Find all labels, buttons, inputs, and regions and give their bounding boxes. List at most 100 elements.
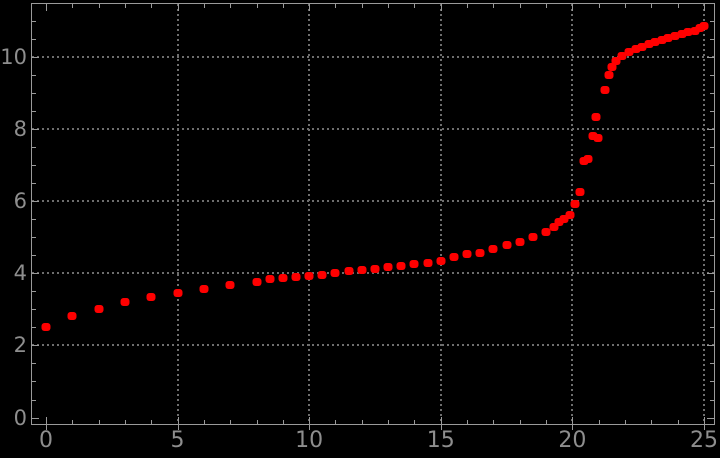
x-minor-tick	[282, 420, 284, 424]
data-point	[449, 253, 459, 262]
x-major-tick	[572, 417, 574, 424]
data-point	[357, 266, 367, 275]
y-minor-tick	[710, 363, 714, 365]
y-minor-tick	[32, 327, 36, 329]
x-major-tick-outer	[45, 425, 47, 430]
data-point	[304, 271, 314, 280]
gridline-x-15	[439, 4, 442, 424]
y-tick-label: 8	[13, 117, 27, 142]
y-minor-tick	[710, 165, 714, 167]
x-major-tick-outer	[703, 425, 705, 430]
x-minor-tick	[72, 420, 74, 424]
y-minor-tick	[710, 183, 714, 185]
y-minor-tick	[32, 21, 36, 23]
data-point	[631, 45, 641, 54]
data-point	[593, 133, 603, 142]
data-point	[617, 51, 627, 60]
y-minor-tick	[710, 111, 714, 113]
y-minor-tick	[32, 381, 36, 383]
x-minor-tick	[625, 420, 627, 424]
data-point	[611, 56, 621, 65]
data-point	[265, 275, 275, 284]
y-minor-tick	[32, 39, 36, 41]
data-point	[252, 277, 262, 286]
y-minor-tick	[710, 39, 714, 41]
gridline-y-4	[32, 272, 714, 275]
y-tick-label: 6	[13, 189, 27, 214]
y-major-tick	[32, 345, 39, 347]
x-tick-label: 25	[689, 428, 718, 453]
x-minor-tick	[151, 4, 153, 8]
y-major-tick	[32, 129, 39, 131]
x-major-tick	[703, 4, 705, 11]
x-minor-tick	[151, 420, 153, 424]
y-minor-tick	[32, 399, 36, 401]
y-tick-label: 0	[13, 405, 27, 430]
data-point	[549, 222, 559, 231]
data-point	[591, 113, 601, 122]
x-minor-tick	[335, 4, 337, 8]
x-minor-tick	[388, 420, 390, 424]
y-minor-tick	[710, 327, 714, 329]
x-minor-tick	[98, 4, 100, 8]
x-minor-tick	[598, 420, 600, 424]
data-point	[683, 28, 693, 37]
x-minor-tick	[256, 4, 258, 8]
x-major-tick	[309, 417, 311, 424]
x-minor-tick	[203, 420, 205, 424]
data-point	[502, 240, 512, 249]
y-tick-label: 4	[13, 261, 27, 286]
x-minor-tick	[124, 4, 126, 8]
gridline-x-25	[702, 4, 705, 424]
y-minor-tick	[710, 381, 714, 383]
y-minor-tick	[32, 93, 36, 95]
y-tick-label: 2	[13, 333, 27, 358]
gridline-y-2	[32, 344, 714, 347]
x-major-tick	[177, 417, 179, 424]
x-major-tick	[703, 417, 705, 424]
x-major-tick	[177, 4, 179, 11]
data-point	[67, 311, 77, 320]
x-major-tick	[440, 417, 442, 424]
data-point	[575, 187, 585, 196]
y-minor-tick	[710, 291, 714, 293]
gridline-y-6	[32, 200, 714, 203]
x-minor-tick	[282, 4, 284, 8]
data-point	[565, 210, 575, 219]
data-point	[600, 85, 609, 94]
gridline-y-8	[32, 128, 714, 131]
y-major-tick	[707, 129, 714, 131]
x-minor-tick	[519, 4, 521, 8]
x-minor-tick	[361, 420, 363, 424]
x-minor-tick	[230, 420, 232, 424]
x-minor-tick	[546, 420, 548, 424]
data-point	[317, 270, 327, 279]
data-point	[146, 292, 156, 301]
y-minor-tick	[32, 255, 36, 257]
x-major-tick-outer	[440, 425, 442, 430]
y-minor-tick	[32, 147, 36, 149]
data-point	[41, 322, 51, 331]
y-major-tick	[32, 273, 39, 275]
plot-area	[31, 3, 715, 430]
data-point	[225, 281, 235, 290]
data-point	[624, 48, 634, 57]
y-major-tick	[707, 201, 714, 203]
data-point	[690, 26, 700, 35]
y-minor-tick	[710, 21, 714, 23]
x-minor-tick	[256, 420, 258, 424]
y-minor-tick	[32, 219, 36, 221]
data-point	[409, 260, 419, 269]
data-point	[541, 228, 551, 236]
data-point	[699, 22, 709, 31]
y-major-tick	[707, 345, 714, 347]
x-minor-tick	[677, 4, 679, 8]
x-minor-tick	[546, 4, 548, 8]
x-minor-tick	[414, 4, 416, 8]
data-point	[515, 238, 525, 247]
x-tick-label: 20	[558, 428, 587, 453]
y-tick-label: 10	[0, 45, 27, 70]
y-major-tick	[707, 417, 714, 419]
data-point	[383, 263, 393, 272]
